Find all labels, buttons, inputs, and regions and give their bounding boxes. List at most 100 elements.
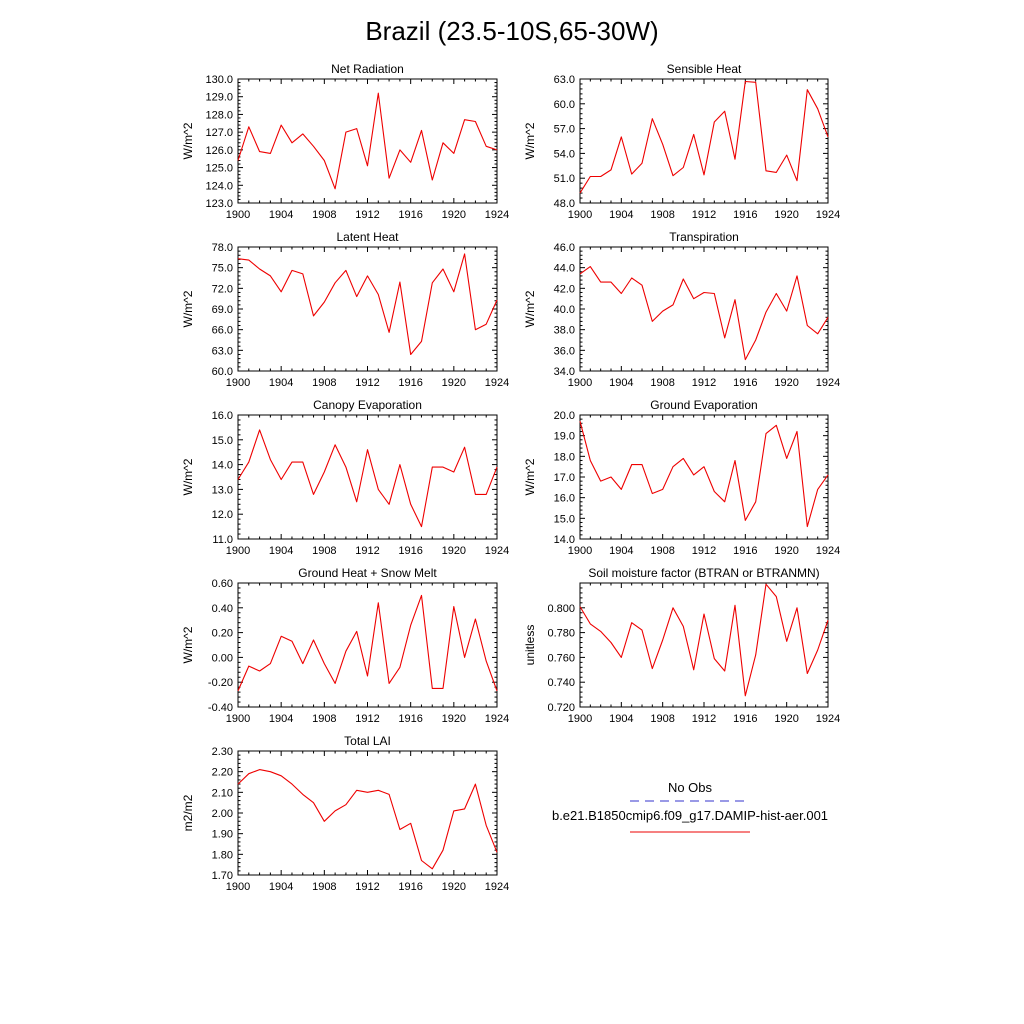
y-tick-label: 2.00 (212, 808, 233, 820)
x-tick-label: 1912 (355, 881, 379, 893)
y-tick-label: 2.20 (212, 767, 233, 779)
panel-title: Net Radiation (331, 62, 404, 76)
chart-panel: Net Radiation W/m^2 1900 1904 1908 1912 1916 19… (181, 62, 509, 221)
y-tick-label: 0.760 (547, 652, 575, 664)
y-tick-label: 16.0 (554, 493, 575, 505)
x-tick-label: 1912 (355, 713, 379, 725)
panel-title: Latent Heat (336, 230, 399, 244)
x-tick-label: 1912 (692, 545, 716, 557)
x-tick-label: 1900 (226, 377, 250, 389)
panel-title: Sensible Heat (667, 62, 742, 76)
x-tick-label: 1924 (485, 545, 509, 557)
y-axis-label: W/m^2 (181, 122, 195, 159)
series-line (237, 769, 498, 870)
y-tick-label: 63.0 (554, 74, 575, 86)
x-tick-label: 1912 (355, 545, 379, 557)
legend: No Obs b.e21.B1850cmip6.f09_g17.DAMIP-hi… (552, 780, 828, 833)
y-tick-label: 36.0 (554, 345, 575, 357)
panel-title: Ground Heat + Snow Melt (298, 566, 437, 580)
chart-panel: Latent Heat W/m^2 1900 1904 1908 1912 1916 1920… (181, 230, 509, 389)
plot-frame (579, 246, 829, 372)
plot-frame (237, 414, 498, 540)
x-tick-label: 1916 (733, 377, 757, 389)
y-tick-label: 42.0 (554, 283, 575, 295)
series-line (579, 80, 829, 194)
y-tick-label: 0.780 (547, 628, 575, 640)
x-tick-label: 1912 (692, 713, 716, 725)
y-axis-label: W/m^2 (181, 626, 195, 663)
y-tick-label: 130.0 (205, 74, 233, 86)
x-tick-label: 1924 (816, 713, 840, 725)
y-tick-label: 14.0 (554, 534, 575, 546)
plot-frame (579, 414, 829, 540)
y-tick-label: 123.0 (205, 198, 233, 210)
y-tick-label: 0.800 (547, 603, 575, 615)
x-tick-label: 1912 (355, 377, 379, 389)
y-tick-label: 2.30 (212, 746, 233, 758)
figure-title: Brazil (23.5-10S,65-30W) (365, 16, 658, 46)
x-tick-label: 1904 (269, 209, 293, 221)
y-tick-label: 0.40 (212, 603, 233, 615)
x-tick-label: 1916 (398, 377, 422, 389)
panel-title: Soil moisture factor (BTRAN or BTRANMN) (588, 566, 819, 580)
chart-panel: Canopy Evaporation W/m^2 1900 1904 1908 1912 1… (181, 398, 509, 557)
y-tick-label: 16.0 (212, 410, 233, 422)
x-tick-label: 1920 (442, 881, 466, 893)
y-tick-label: 78.0 (212, 242, 233, 254)
x-tick-label: 1924 (485, 713, 509, 725)
x-tick-label: 1900 (226, 545, 250, 557)
panel-title: Ground Evaporation (650, 398, 757, 412)
x-tick-label: 1916 (398, 713, 422, 725)
x-tick-label: 1924 (485, 377, 509, 389)
y-tick-label: 128.0 (205, 109, 233, 121)
x-tick-label: 1916 (733, 545, 757, 557)
y-tick-label: 0.20 (212, 628, 233, 640)
y-tick-label: 38.0 (554, 325, 575, 337)
chart-panel: Ground Evaporation W/m^2 1900 1904 1908 1912 1… (523, 398, 840, 557)
x-tick-label: 1920 (774, 713, 798, 725)
y-tick-label: 75.0 (212, 263, 233, 275)
y-tick-label: -0.20 (208, 677, 233, 689)
y-tick-label: 126.0 (205, 145, 233, 157)
panel-title: Canopy Evaporation (313, 398, 422, 412)
y-tick-label: 127.0 (205, 127, 233, 139)
x-tick-label: 1908 (650, 713, 674, 725)
y-tick-label: 17.0 (554, 472, 575, 484)
plot-frame (237, 750, 498, 876)
x-tick-label: 1908 (312, 209, 336, 221)
y-axis-label: unitless (523, 625, 537, 666)
y-tick-label: 34.0 (554, 366, 575, 378)
x-tick-label: 1912 (355, 209, 379, 221)
y-tick-label: 2.10 (212, 787, 233, 799)
x-tick-label: 1904 (269, 713, 293, 725)
chart-panel: Transpiration W/m^2 1900 1904 1908 1912 1916 19… (523, 230, 840, 389)
x-tick-label: 1916 (398, 209, 422, 221)
x-tick-label: 1908 (650, 377, 674, 389)
y-tick-label: 72.0 (212, 283, 233, 295)
x-tick-label: 1900 (568, 713, 592, 725)
y-tick-label: 1.90 (212, 829, 233, 841)
x-tick-label: 1900 (568, 209, 592, 221)
y-tick-label: 0.720 (547, 702, 575, 714)
chart-panel: Total LAI m2/m2 1900 1904 1908 1912 1916 1920 19… (181, 734, 509, 893)
y-tick-label: 19.0 (554, 431, 575, 443)
panels: Net Radiation W/m^2 1900 1904 1908 1912 1916 19… (181, 62, 840, 893)
x-tick-label: 1908 (312, 881, 336, 893)
y-tick-label: 60.0 (212, 366, 233, 378)
y-tick-label: 14.0 (212, 460, 233, 472)
x-tick-label: 1924 (816, 377, 840, 389)
panel-title: Transpiration (669, 230, 739, 244)
y-axis-label: W/m^2 (523, 458, 537, 495)
x-tick-label: 1908 (650, 545, 674, 557)
series-line (237, 429, 498, 528)
x-tick-label: 1900 (226, 713, 250, 725)
y-tick-label: -0.40 (208, 702, 233, 714)
series-line (579, 421, 829, 528)
y-tick-label: 63.0 (212, 345, 233, 357)
x-tick-label: 1908 (312, 713, 336, 725)
y-axis-label: W/m^2 (181, 458, 195, 495)
series-line (237, 594, 498, 692)
y-tick-label: 0.740 (547, 677, 575, 689)
x-tick-label: 1904 (269, 377, 293, 389)
